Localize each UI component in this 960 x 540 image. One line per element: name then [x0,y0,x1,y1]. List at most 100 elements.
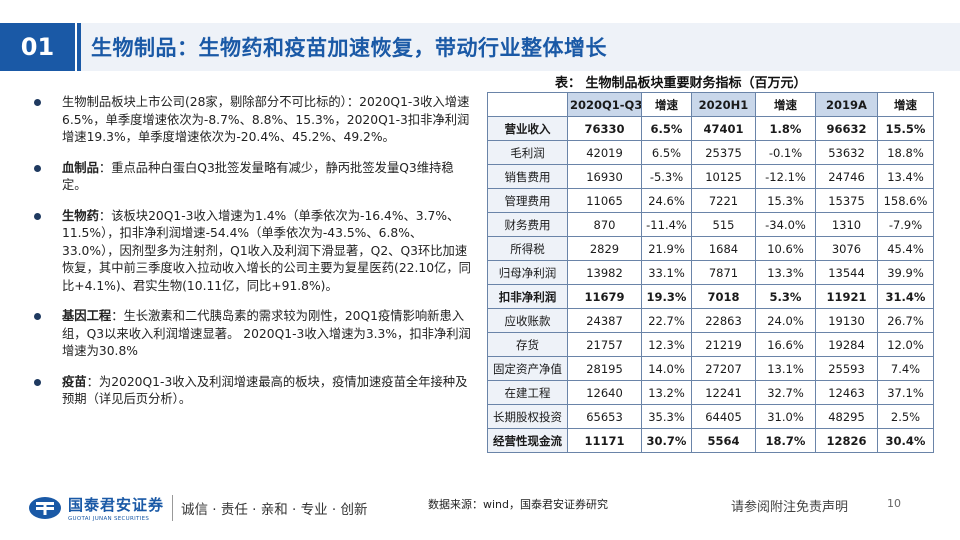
logo-name-cn: 国泰君安证券 [68,496,165,514]
row-label-cell: 归母净利润 [487,260,568,285]
value-cell: -0.1% [755,140,816,165]
value-cell: 16930 [567,164,642,189]
value-cell: 24746 [815,164,878,189]
value-cell: 13.4% [877,164,934,189]
value-cell: 26.7% [877,308,934,333]
value-cell: -5.3% [641,164,692,189]
value-cell: 11679 [567,284,642,309]
value-cell: 53632 [815,140,878,165]
value-cell: 13982 [567,260,642,285]
value-cell: 158.6% [877,188,934,213]
row-label-cell: 长期股权投资 [487,404,568,429]
value-cell: 1310 [815,212,878,237]
table-row: 应收账款 24387 22.7% 22863 24.0% 19130 26.7% [487,308,934,333]
table-row: 毛利润 42019 6.5% 25375 -0.1% 53632 18.8% [487,140,934,165]
value-cell: 64405 [691,404,756,429]
value-cell: 25375 [691,140,756,165]
value-cell: 11065 [567,188,642,213]
logo-divider [172,495,174,521]
bullet-item-overview: 生物制品板块上市公司(28家，剔除部分不可比标的）：2020Q1-3收入增速6.… [30,94,478,147]
value-cell: -12.1% [755,164,816,189]
value-cell: 19284 [815,332,878,357]
bullet-text: ：该板块20Q1-3收入增速为1.4%（单季依次为-16.4%、3.7%、11.… [62,208,471,293]
row-label-cell: 管理费用 [487,188,568,213]
value-cell: 39.9% [877,260,934,285]
value-cell: 33.1% [641,260,692,285]
table-row: 所得税 2829 21.9% 1684 10.6% 3076 45.4% [487,236,934,261]
table-row: 财务费用 870 -11.4% 515 -34.0% 1310 -7.9% [487,212,934,237]
value-cell: 65653 [567,404,642,429]
table-row: 在建工程 12640 13.2% 12241 32.7% 12463 37.1% [487,380,934,405]
value-cell: 11171 [567,428,642,453]
bullet-lead: 疫苗 [62,374,87,389]
bullet-item-biologics: 生物药：该板块20Q1-3收入增速为1.4%（单季依次为-16.4%、3.7%、… [30,208,478,296]
table-header-cell: 增速 [755,92,816,117]
value-cell: 15375 [815,188,878,213]
value-cell: 13.3% [755,260,816,285]
value-cell: 22.7% [641,308,692,333]
value-cell: 22863 [691,308,756,333]
row-label-cell: 毛利润 [487,140,568,165]
value-cell: 7.4% [877,356,934,381]
value-cell: 24387 [567,308,642,333]
bullet-lead: 基因工程 [62,309,112,323]
value-cell: 42019 [567,140,642,165]
table-row: 销售费用 16930 -5.3% 10125 -12.1% 24746 13.4% [487,164,934,189]
logo-name-en: GUOTAI JUNAN SECURITIES [68,516,150,522]
value-cell: 7018 [691,284,756,309]
bullet-lead: 生物药 [62,208,99,223]
row-label-cell: 存货 [487,332,568,357]
value-cell: 35.3% [641,404,692,429]
value-cell: -11.4% [641,212,692,237]
title-accent-bar [77,23,81,71]
value-cell: 19130 [815,308,878,333]
value-cell: 7221 [691,188,756,213]
value-cell: 21219 [691,332,756,357]
bullet-text: 生物制品板块上市公司(28家，剔除部分不可比标的）：2020Q1-3收入增速6.… [62,95,470,144]
value-cell: 47401 [691,116,756,141]
table-header-cell: 增速 [641,92,692,117]
page-number: 10 [887,497,901,510]
value-cell: 13.1% [755,356,816,381]
value-cell: 10125 [691,164,756,189]
value-cell: 30.7% [641,428,692,453]
value-cell: 1.8% [755,116,816,141]
value-cell: 2.5% [877,404,934,429]
value-cell: 45.4% [877,236,934,261]
bullet-text: ：为2020Q1-3收入及利润增速最高的板块，疫情加速疫苗全年接种及预期（详见后… [62,374,468,407]
bullet-item-vaccines: 疫苗：为2020Q1-3收入及利润增速最高的板块，疫情加速疫苗全年接种及预期（详… [30,374,478,409]
table-header-cell: 2019A [815,92,878,117]
value-cell: 15.3% [755,188,816,213]
value-cell: 12241 [691,380,756,405]
bullet-text: ：生长激素和二代胰岛素的需求较为刚性，20Q1疫情影响新患入组，Q3以来收入利润… [62,309,471,358]
value-cell: 15.5% [877,116,934,141]
section-number: 01 [0,23,75,71]
table-row: 扣非净利润 11679 19.3% 7018 5.3% 11921 31.4% [487,284,934,309]
bullet-text: ：重点品种白蛋白Q3批签发量略有减少，静丙批签发量Q3维持稳定。 [62,160,454,193]
table-row: 长期股权投资 65653 35.3% 64405 31.0% 48295 2.5% [487,404,934,429]
value-cell: 76330 [567,116,642,141]
value-cell: 30.4% [877,428,934,453]
disclaimer-link[interactable]: 请参阅附注免责声明 [731,500,849,515]
value-cell: 24.0% [755,308,816,333]
value-cell: 19.3% [641,284,692,309]
page-title: 生物制品：生物药和疫苗加速恢复，带动行业整体增长 [91,36,607,60]
table-row: 固定资产净值 28195 14.0% 27207 13.1% 25593 7.4% [487,356,934,381]
value-cell: 13544 [815,260,878,285]
value-cell: 48295 [815,404,878,429]
table-header-cell: 2020Q1-Q3 [567,92,642,117]
value-cell: 16.6% [755,332,816,357]
value-cell: 37.1% [877,380,934,405]
table-body: 营业收入 76330 6.5% 47401 1.8% 96632 15.5% 毛利润 42019… [487,116,934,453]
table-header-cell [487,92,568,117]
value-cell: 21757 [567,332,642,357]
value-cell: 21.9% [641,236,692,261]
title-bar: 生物制品：生物药和疫苗加速恢复，带动行业整体增长 [77,23,960,71]
row-label-cell: 财务费用 [487,212,568,237]
value-cell: 11921 [815,284,878,309]
value-cell: 6.5% [641,140,692,165]
data-source-note: 数据来源：wind，国泰君安证券研究 [428,498,609,511]
value-cell: 13.2% [641,380,692,405]
value-cell: 28195 [567,356,642,381]
row-label-cell: 扣非净利润 [487,284,568,309]
